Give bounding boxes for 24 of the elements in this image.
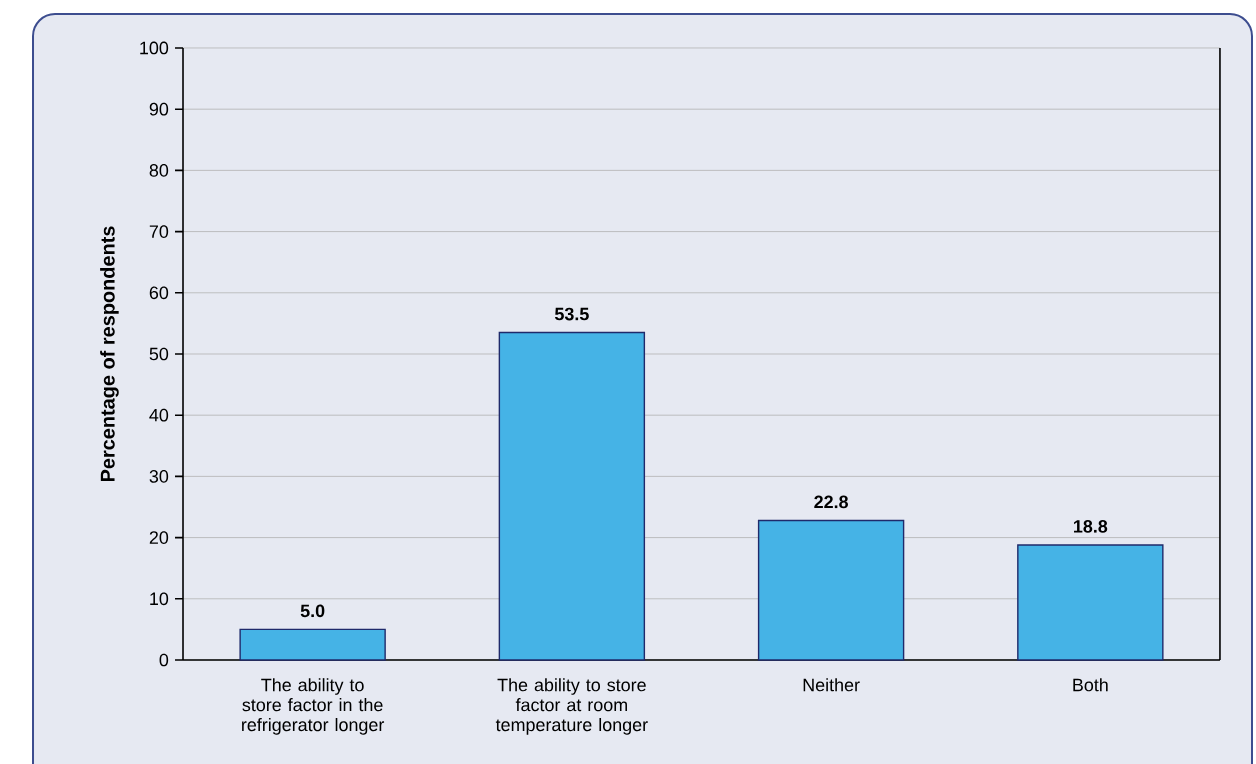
y-tick-label: 10 (150, 592, 169, 606)
x-tick-label: Both (1073, 678, 1108, 692)
x-tick-label: Neither (803, 678, 860, 692)
y-tick-label: 40 (149, 408, 169, 422)
data-label: 53.5 (554, 307, 589, 321)
y-tick-label: 0 (159, 653, 169, 667)
bar (239, 628, 386, 661)
data-label: 18.8 (1074, 520, 1108, 533)
y-tick-label: 70 (149, 225, 169, 238)
y-tick-label: 50 (149, 347, 169, 361)
x-tick-label: The ability to store factor in the refrigerator longer (242, 678, 385, 735)
y-tick-label: 80 (149, 164, 169, 177)
bar (1017, 544, 1164, 661)
y-tick-label: 30 (149, 470, 169, 483)
data-label: 5.0 (300, 604, 325, 618)
y-tick-label: 60 (149, 286, 169, 300)
bar (498, 331, 646, 661)
y-tick-label: 20 (149, 531, 169, 544)
y-tick-label: 100 (140, 41, 169, 55)
bar (757, 519, 905, 661)
x-tick-label: The ability to store factor at room temperature longer (495, 678, 648, 735)
y-tick-label: 90 (149, 102, 169, 116)
data-label: 22.8 (814, 495, 848, 509)
y-axis-title: Percentage of respondents (100, 226, 119, 482)
